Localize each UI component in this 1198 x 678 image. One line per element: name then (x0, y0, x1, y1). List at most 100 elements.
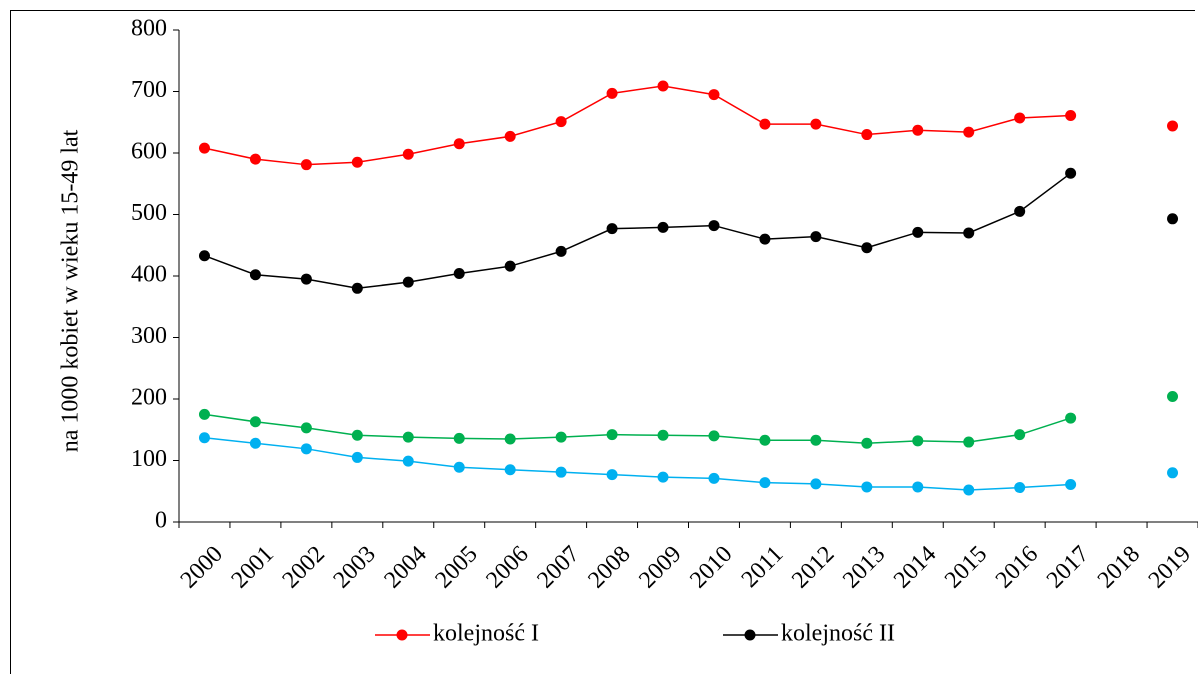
data-point (198, 250, 210, 262)
data-point (1065, 167, 1077, 179)
legend-label: kolejność II (781, 621, 895, 647)
y-tick-label: 400 (131, 262, 167, 288)
data-point (198, 432, 210, 444)
data-point (963, 126, 975, 138)
x-tick-label: 2019 (1144, 541, 1196, 593)
data-point (657, 80, 669, 92)
data-point (504, 130, 516, 142)
data-point (963, 484, 975, 496)
data-point (453, 432, 465, 444)
data-point (759, 118, 771, 130)
data-point (249, 269, 261, 281)
data-point (1014, 482, 1026, 494)
data-point (861, 129, 873, 141)
y-tick-label: 0 (155, 508, 167, 534)
x-tick-label: 2018 (1093, 541, 1145, 593)
data-point (300, 273, 312, 285)
data-point (351, 429, 363, 441)
data-point (504, 433, 516, 445)
data-point (1167, 467, 1179, 479)
data-point (1065, 109, 1077, 121)
data-point (402, 431, 414, 443)
legend: kolejność I kolejność II (375, 621, 895, 647)
data-point (504, 464, 516, 476)
data-point (351, 282, 363, 294)
data-point (1065, 412, 1077, 424)
data-point (300, 443, 312, 455)
data-point (657, 429, 669, 441)
data-point (555, 245, 567, 257)
data-point (1014, 112, 1026, 124)
x-tick-label: 2007 (532, 541, 584, 593)
x-tick-label: 2009 (634, 541, 686, 593)
data-point (708, 472, 720, 484)
x-tick-label: 2000 (176, 541, 228, 593)
x-tick-label: 2008 (583, 541, 635, 593)
data-point (300, 422, 312, 434)
y-tick-label: 300 (131, 323, 167, 349)
data-point (810, 231, 822, 243)
y-tick-label: 800 (131, 16, 167, 42)
data-point (912, 124, 924, 136)
series-line (204, 436, 1071, 491)
x-tick-label: 2004 (380, 541, 432, 593)
data-point (1014, 429, 1026, 441)
data-point (555, 431, 567, 443)
data-point (759, 477, 771, 489)
y-tick-label: 700 (131, 77, 167, 103)
data-point (861, 437, 873, 449)
series-line (204, 413, 1071, 445)
data-point (1167, 120, 1179, 132)
data-point (351, 156, 363, 168)
data-point (1014, 205, 1026, 217)
data-point (912, 435, 924, 447)
data-point (1167, 213, 1179, 225)
data-point (402, 276, 414, 288)
axes: 0100200300400500600700800200020012002200… (131, 16, 1198, 593)
data-point (351, 451, 363, 463)
data-point (708, 430, 720, 442)
legend-item: kolejność II (723, 621, 895, 647)
y-axis-label: na 1000 kobiet w wieku 15-49 lat (58, 129, 84, 452)
y-tick-label: 500 (131, 200, 167, 226)
x-tick-label: 2014 (889, 541, 941, 593)
data-point (810, 118, 822, 130)
x-tick-label: 2010 (685, 541, 737, 593)
chart-frame (10, 10, 1195, 674)
x-tick-label: 2011 (737, 541, 789, 593)
data-point (810, 434, 822, 446)
series-2 (198, 167, 1179, 294)
data-point (708, 89, 720, 101)
x-tick-label: 2003 (329, 541, 381, 593)
legend-swatch-marker (396, 629, 408, 641)
data-point (249, 153, 261, 165)
data-point (555, 466, 567, 478)
data-point (606, 87, 618, 99)
data-point (1065, 478, 1077, 490)
data-point (453, 461, 465, 473)
data-point (606, 469, 618, 481)
data-point (504, 260, 516, 272)
y-tick-label: 100 (131, 446, 167, 472)
data-point (759, 233, 771, 245)
data-point (963, 227, 975, 239)
data-point (402, 455, 414, 467)
data-point (657, 221, 669, 233)
data-point (912, 481, 924, 493)
data-point (198, 408, 210, 420)
x-tick-label: 2005 (430, 541, 482, 593)
x-tick-label: 2016 (991, 541, 1043, 593)
data-point (300, 159, 312, 171)
legend-swatch-marker (744, 629, 756, 641)
data-point (861, 242, 873, 254)
data-point (657, 471, 669, 483)
x-tick-label: 2002 (278, 541, 330, 593)
data-point (453, 138, 465, 150)
data-point (861, 481, 873, 493)
data-point (606, 429, 618, 441)
x-tick-label: 2012 (787, 541, 839, 593)
data-point (453, 268, 465, 280)
data-point (912, 226, 924, 238)
series-1 (198, 80, 1179, 171)
x-tick-label: 2001 (227, 541, 279, 593)
